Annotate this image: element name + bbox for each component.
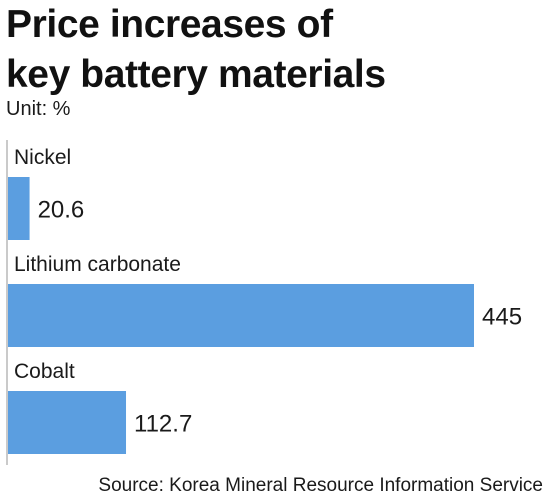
value-label-nickel: 20.6 <box>38 197 85 224</box>
bars-group: Nickel 20.6 Lithium carbonate 445 Cobalt 112.… <box>8 146 522 454</box>
value-label-cobalt: 112.7 <box>134 411 192 438</box>
bar-nickel <box>8 177 30 240</box>
category-label-lithium-carbonate: Lithium carbonate <box>14 253 181 276</box>
chart-title-line-1: Price increases of <box>6 3 333 46</box>
category-label-nickel: Nickel <box>14 146 71 169</box>
value-label-lithium-carbonate: 445 <box>482 304 522 331</box>
category-label-cobalt: Cobalt <box>14 360 75 383</box>
bar-cobalt <box>8 391 127 454</box>
unit-label: Unit: % <box>6 98 71 120</box>
source-note: Source: Korea Mineral Resource Informati… <box>98 475 543 496</box>
bar-lithium-carbonate <box>8 284 474 347</box>
chart-title-line-2: key battery materials <box>6 53 386 96</box>
chart-title: Price increases of key battery materials <box>6 0 551 100</box>
